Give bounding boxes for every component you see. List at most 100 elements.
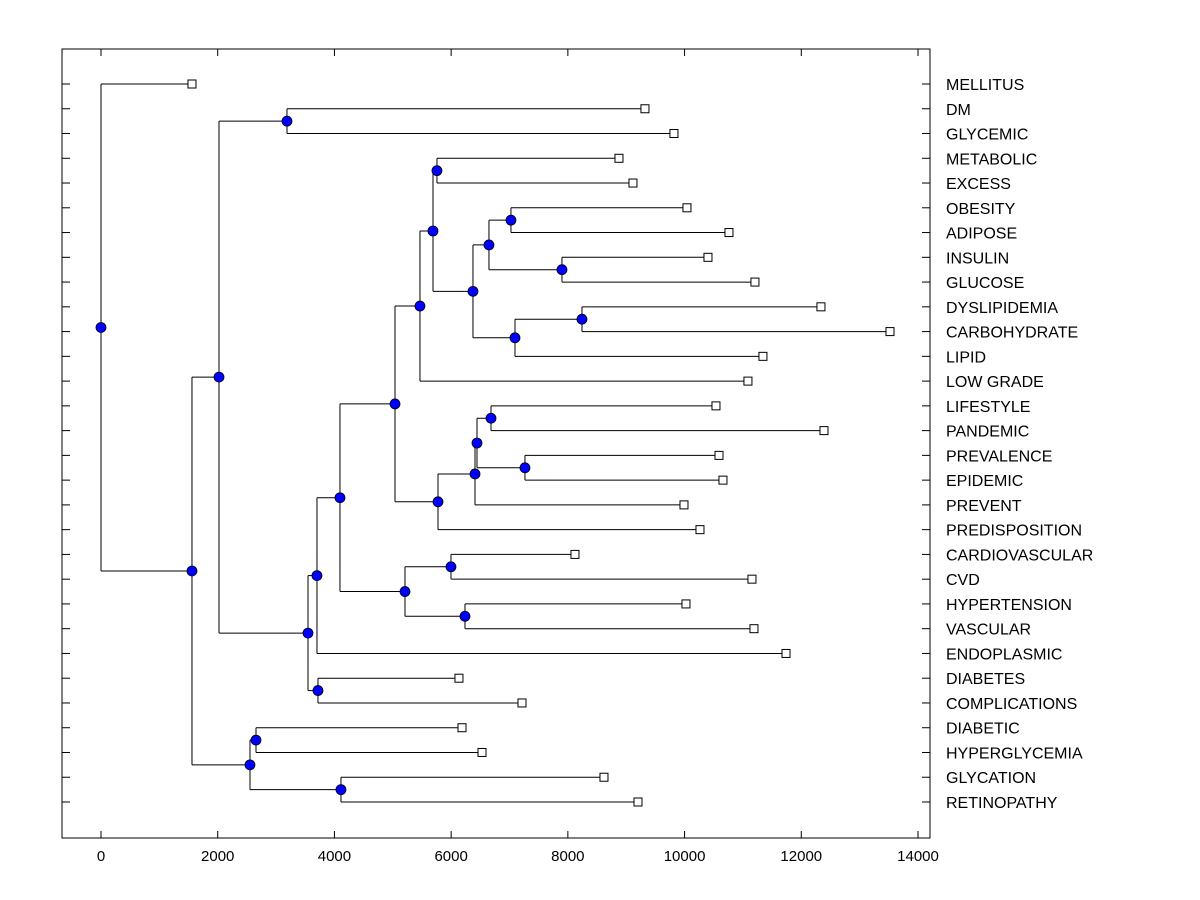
cluster-node xyxy=(250,734,262,746)
cluster-node xyxy=(471,437,483,449)
leaf-marker xyxy=(758,351,768,361)
x-tick-label: 12000 xyxy=(780,848,822,865)
axis-ticks xyxy=(62,49,930,838)
cluster-node xyxy=(389,398,401,410)
leaf-marker xyxy=(457,723,467,733)
leaf-label: METABOLIC xyxy=(946,151,1037,168)
cluster-node xyxy=(281,115,293,127)
leaf-marker xyxy=(750,277,760,287)
leaf-label: INSULIN xyxy=(946,250,1009,267)
leaf-label: MELLITUS xyxy=(946,77,1024,94)
leaf-marker xyxy=(599,772,609,782)
leaf-marker xyxy=(819,426,829,436)
leaf-marker xyxy=(781,648,791,658)
cluster-node xyxy=(95,322,107,333)
leaf-label: PREDISPOSITION xyxy=(946,523,1082,540)
leaf-label: LIPID xyxy=(946,349,986,366)
x-tick-label: 6000 xyxy=(434,848,467,865)
cluster-node xyxy=(469,468,481,480)
cluster-node xyxy=(427,225,439,237)
cluster-node xyxy=(431,165,443,177)
cluster-node xyxy=(213,371,225,383)
leaf-marker xyxy=(885,327,895,337)
cluster-node xyxy=(459,610,471,622)
cluster-node xyxy=(483,239,495,251)
leaf-label: VASCULAR xyxy=(946,622,1031,639)
leaf-label: LOW GRADE xyxy=(946,374,1044,391)
cluster-node xyxy=(556,264,568,276)
leaf-marker xyxy=(747,574,757,584)
leaf-marker xyxy=(714,450,724,460)
leaf-marker xyxy=(724,228,734,238)
cluster-node xyxy=(302,627,314,639)
leaf-label: CARDIOVASCULAR xyxy=(946,547,1093,564)
leaf-marker xyxy=(477,747,487,757)
leaf-label: DYSLIPIDEMIA xyxy=(946,300,1058,317)
leaf-label: EXCESS xyxy=(946,176,1011,193)
cluster-node xyxy=(505,214,517,226)
leaf-label: DIABETIC xyxy=(946,721,1020,738)
cluster-node xyxy=(485,412,497,424)
x-tick-label: 2000 xyxy=(201,848,234,865)
leaf-marker xyxy=(633,797,643,807)
leaf-marker xyxy=(711,401,721,411)
leaf-label: DIABETES xyxy=(946,671,1025,688)
leaf-label: GLYCATION xyxy=(946,770,1036,787)
dendrogram-links xyxy=(100,83,890,803)
leaf-label: DM xyxy=(946,102,971,119)
leaf-label: COMPLICATIONS xyxy=(946,696,1077,713)
plot-frame xyxy=(61,48,931,839)
cluster-node xyxy=(399,586,411,597)
leaf-label: ADIPOSE xyxy=(946,226,1017,243)
leaf-label: RETINOPATHY xyxy=(946,795,1058,812)
x-tick-label: 8000 xyxy=(551,848,584,865)
leaf-marker xyxy=(682,203,692,213)
x-axis-tick-labels: 0 2000 4000 6000 8000 10000 12000 14000 xyxy=(97,848,939,865)
cluster-node xyxy=(414,300,426,312)
leaf-marker xyxy=(614,153,624,163)
leaf-label: ENDOPLASMIC xyxy=(946,646,1062,663)
leaf-marker xyxy=(679,500,689,510)
leaf-marker xyxy=(570,549,580,559)
cluster-node xyxy=(576,313,588,325)
x-tick-label: 10000 xyxy=(664,848,706,865)
leaf-label: LIFESTYLE xyxy=(946,399,1030,416)
cluster-node xyxy=(445,561,457,573)
leaf-label: GLYCEMIC xyxy=(946,127,1028,144)
cluster-node xyxy=(312,685,324,696)
cluster-node xyxy=(335,784,347,796)
node-markers xyxy=(95,115,588,796)
leaf-marker xyxy=(187,79,197,89)
leaf-marker xyxy=(749,624,759,634)
leaf-label: HYPERTENSION xyxy=(946,597,1072,614)
cluster-node xyxy=(519,462,531,474)
cluster-node xyxy=(311,570,323,581)
cluster-node xyxy=(334,492,346,504)
leaf-marker xyxy=(454,673,464,683)
leaf-marker xyxy=(640,104,650,114)
leaf-label: PREVENT xyxy=(946,498,1022,515)
leaf-label: PANDEMIC xyxy=(946,424,1029,441)
leaf-marker xyxy=(703,252,713,262)
leaf-marker xyxy=(743,376,753,386)
leaf-label: OBESITY xyxy=(946,201,1016,218)
leaf-label: CARBOHYDRATE xyxy=(946,325,1078,342)
leaf-marker xyxy=(695,525,705,535)
cluster-node xyxy=(467,285,479,297)
x-tick-label: 4000 xyxy=(318,848,351,865)
cluster-node xyxy=(244,759,256,771)
leaf-markers xyxy=(187,79,895,807)
cluster-node xyxy=(432,496,444,508)
leaf-marker xyxy=(669,129,679,139)
leaf-label: PREVALENCE xyxy=(946,448,1052,465)
leaf-label: EPIDEMIC xyxy=(946,473,1023,490)
cluster-node xyxy=(186,565,198,577)
leaf-labels: MELLITUS DM GLYCEMIC METABOLIC EXCESS OBESITY… xyxy=(946,77,1093,812)
leaf-marker xyxy=(816,302,826,312)
leaf-label: CVD xyxy=(946,572,980,589)
leaf-label: GLUCOSE xyxy=(946,275,1024,292)
leaf-marker xyxy=(628,178,638,188)
leaf-marker xyxy=(517,698,527,708)
leaf-label: HYPERGLYCEMIA xyxy=(946,745,1083,762)
